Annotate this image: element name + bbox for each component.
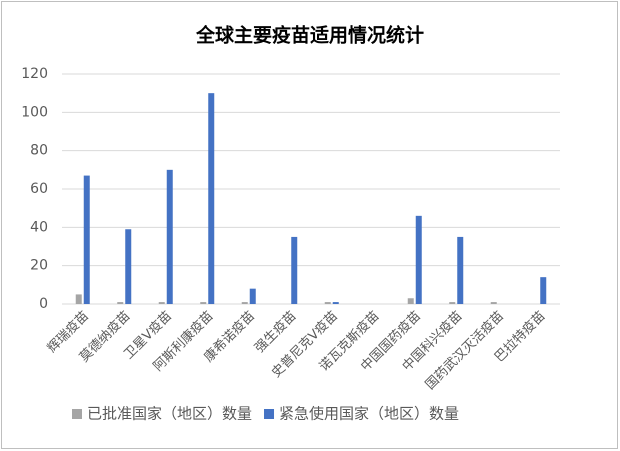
- legend-swatch: [72, 409, 82, 419]
- bar: [83, 175, 90, 304]
- bar: [490, 302, 497, 304]
- bar: [158, 302, 165, 304]
- y-tick-label: 100: [21, 104, 48, 120]
- bar: [125, 229, 132, 304]
- bar: [407, 298, 414, 304]
- bar: [415, 215, 422, 304]
- y-tick-label: 40: [30, 219, 48, 235]
- legend-label: 已批准国家（地区）数量: [87, 405, 252, 423]
- legend-swatch: [264, 409, 275, 419]
- bar: [457, 236, 464, 304]
- y-tick-label: 60: [30, 181, 48, 197]
- y-tick-label: 80: [30, 143, 48, 159]
- bar: [241, 302, 248, 304]
- bar: [332, 302, 339, 304]
- y-tick-label: 20: [30, 258, 48, 274]
- chart-title: 全球主要疫苗适用情况统计: [195, 24, 424, 47]
- bar: [324, 302, 331, 304]
- legend-label: 紧急使用国家（地区）数量: [279, 405, 459, 423]
- bar: [540, 277, 547, 304]
- y-tick-label: 120: [21, 66, 48, 82]
- bar: [75, 294, 82, 304]
- bar: [200, 302, 207, 304]
- bar: [166, 169, 173, 304]
- y-tick-label: 0: [39, 296, 48, 312]
- bar: [208, 93, 215, 305]
- bar: [249, 288, 256, 304]
- bar: [117, 302, 124, 304]
- bar: [449, 302, 456, 304]
- bar: [291, 236, 298, 304]
